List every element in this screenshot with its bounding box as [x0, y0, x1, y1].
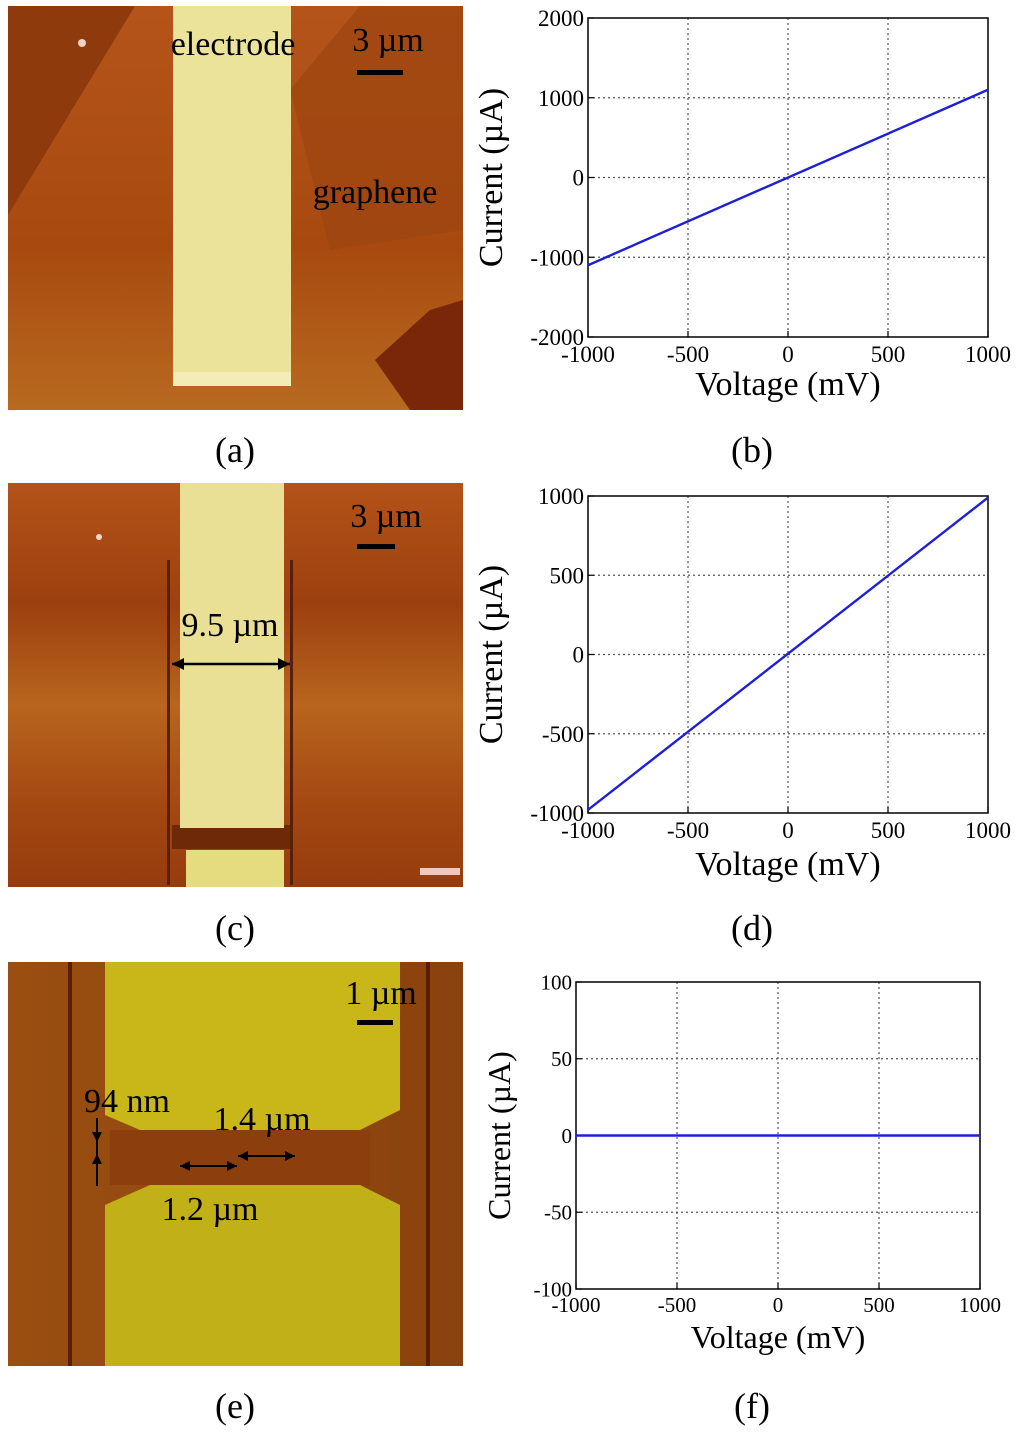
x-tick-label-4: 1000 — [965, 818, 1011, 843]
scale-bar-a — [357, 70, 403, 75]
y-tick-label-1: -500 — [542, 722, 584, 747]
trench-left-e — [68, 962, 72, 1366]
series-line-0 — [587, 496, 989, 811]
series-line-0 — [587, 88, 989, 267]
scale-bar-c — [357, 544, 395, 549]
y-tick-label-3: 50 — [551, 1047, 572, 1071]
y-tick-label-0: -1000 — [530, 801, 584, 826]
y-tick-label-3: 500 — [550, 563, 585, 588]
thickness-arrow-e — [92, 1118, 102, 1186]
micrograph-c: 3 µm 9.5 µm — [8, 483, 463, 887]
electrode-end-a — [173, 372, 291, 386]
scale-bar-label-c: 3 µm — [350, 498, 422, 535]
electrode-top-c — [180, 483, 284, 828]
length-arrow-1-e — [238, 1151, 295, 1161]
y-tick-label-2: 0 — [573, 643, 585, 668]
x-tick-label-3: 500 — [863, 1293, 895, 1317]
trench-left-c — [167, 560, 170, 885]
x-tick-label-2: 0 — [782, 818, 794, 843]
electrode-bottom-e — [105, 1185, 400, 1366]
x-tick-label-1: -500 — [667, 818, 709, 843]
electrode-label: electrode — [171, 26, 296, 63]
caption-e: (e) — [215, 1386, 255, 1426]
graphene-flake-a — [290, 6, 463, 250]
x-tick-label-2: 0 — [773, 1293, 784, 1317]
thickness-label-e: 94 nm — [84, 1083, 170, 1120]
particle-c2 — [420, 868, 460, 875]
scale-bar-label-e: 1 µm — [345, 975, 417, 1012]
trench-right-e — [426, 962, 430, 1366]
electrode-top-e — [105, 962, 400, 1130]
y-tick-label-2: 0 — [562, 1124, 573, 1148]
y-tick-label-2: 0 — [573, 166, 585, 191]
width-arrow-c — [172, 658, 290, 670]
y-tick-label-1: -1000 — [530, 245, 584, 270]
x-tick-label-0: -1000 — [561, 818, 615, 843]
x-tick-label-4: 1000 — [965, 342, 1011, 367]
caption-f: (f) — [734, 1386, 770, 1426]
chart-d: -1000 -500 0 500 1000 -1000 -500 0 500 1000 Voltag… — [473, 484, 1011, 948]
micrograph-a: 3 µm electrode graphene — [8, 6, 463, 410]
length-arrow-2-e — [180, 1161, 237, 1171]
y-tick-label-0: -2000 — [530, 325, 584, 350]
graphene-channel-e — [110, 1130, 370, 1185]
dark-region-a — [375, 300, 463, 410]
scale-bar-e — [357, 1020, 393, 1025]
micrograph-e: 1 µm 94 nm 1.4 µm 1.2 µm — [8, 962, 463, 1366]
length-label-2-e: 1.2 µm — [161, 1191, 258, 1228]
x-tick-label-2: 0 — [782, 342, 794, 367]
x-tick-label-0: -1000 — [561, 342, 615, 367]
scale-bar-label-a: 3 µm — [352, 22, 424, 59]
x-axis-label: Voltage (mV) — [695, 846, 880, 883]
chart-b: -1000 -500 0 500 1000-2000-1000010002000Volt… — [473, 6, 1011, 470]
particle-c1 — [96, 534, 102, 540]
caption-b: (b) — [731, 430, 773, 470]
y-axis-label: Current (µA) — [473, 88, 510, 267]
y-tick-label-4: 2000 — [538, 6, 584, 31]
trench-right-c — [290, 560, 293, 885]
electrode-a — [173, 6, 291, 386]
x-axis-label: Voltage (mV) — [695, 366, 880, 403]
y-axis-label: Current (µA) — [473, 565, 510, 744]
caption-d: (d) — [731, 908, 773, 948]
graphene-edge-left-a — [8, 6, 135, 215]
electrode-bottom-c — [186, 850, 284, 887]
particle-a — [78, 39, 86, 47]
x-tick-label-3: 500 — [871, 818, 906, 843]
graphene-label: graphene — [313, 174, 438, 211]
length-label-1-e: 1.4 µm — [213, 1101, 310, 1138]
x-tick-label-1: -500 — [658, 1293, 697, 1317]
y-tick-label-0: -100 — [534, 1277, 573, 1301]
caption-c: (c) — [215, 908, 255, 948]
y-tick-label-1: -50 — [544, 1201, 572, 1225]
x-tick-label-3: 500 — [871, 342, 906, 367]
gap-c — [172, 825, 290, 849]
x-axis-label: Voltage (mV) — [691, 1319, 865, 1355]
x-tick-label-1: -500 — [667, 342, 709, 367]
y-tick-label-4: 100 — [541, 970, 573, 994]
width-label-c: 9.5 µm — [181, 607, 278, 644]
x-tick-label-4: 1000 — [959, 1293, 1001, 1317]
y-tick-label-3: 1000 — [538, 86, 584, 111]
caption-a: (a) — [215, 430, 255, 470]
y-axis-label: Current (µA) — [481, 1051, 517, 1220]
x-tick-label-0: -1000 — [552, 1293, 601, 1317]
y-tick-label-4: 1000 — [538, 484, 584, 509]
